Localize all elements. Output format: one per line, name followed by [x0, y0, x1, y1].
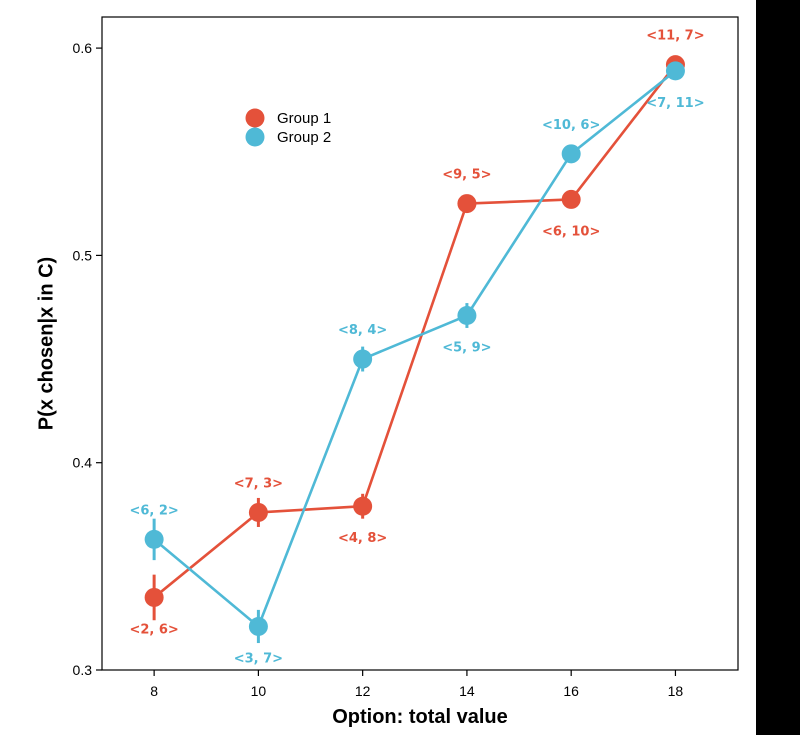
data-point [457, 194, 477, 214]
point-label: <7, 11> [646, 96, 704, 111]
legend-label: Group 2 [277, 129, 331, 146]
point-label: <11, 7> [646, 29, 704, 44]
point-label: <6, 2> [129, 503, 178, 518]
point-label: <3, 7> [234, 651, 283, 666]
x-tick-label: 8 [150, 683, 158, 699]
point-label: <9, 5> [442, 168, 491, 183]
data-point [248, 616, 268, 636]
data-point [353, 349, 373, 369]
x-tick-label: 14 [459, 683, 475, 699]
point-label: <4, 8> [338, 531, 387, 546]
point-label: <8, 4> [338, 323, 387, 338]
x-tick-label: 12 [355, 683, 371, 699]
legend-marker [245, 127, 265, 147]
point-label: <7, 3> [234, 476, 283, 491]
right-edge-band [756, 0, 800, 735]
data-point [561, 144, 581, 164]
legend-label: Group 1 [277, 110, 331, 127]
data-point [561, 189, 581, 209]
point-label: <5, 9> [442, 341, 491, 356]
x-tick-label: 18 [668, 683, 684, 699]
y-tick-label: 0.3 [73, 662, 93, 678]
x-tick-label: 16 [563, 683, 579, 699]
data-point [144, 587, 164, 607]
data-point [353, 496, 373, 516]
data-point [457, 306, 477, 326]
series-line [153, 63, 677, 599]
legend-marker [245, 108, 265, 128]
x-tick-label: 10 [251, 683, 267, 699]
axis-ticks: 8 10 12 14 16 18 0.3 0.4 0.5 0.6 [73, 40, 684, 699]
series-layer: <2, 6> <7, 3> <4, 8> <9, 5> <6, 10> <11, 7> <6… [129, 29, 704, 667]
point-label: <2, 6> [129, 622, 178, 637]
x-axis-title: Option: total value [332, 706, 508, 728]
plot-frame [101, 16, 739, 671]
legend: Group 1 Group 2 [245, 108, 331, 147]
y-tick-label: 0.6 [73, 40, 93, 56]
y-tick-label: 0.5 [73, 247, 93, 263]
point-label: <6, 10> [542, 224, 600, 239]
data-point [248, 502, 268, 522]
series-group-2 [144, 61, 685, 644]
data-point [665, 61, 685, 81]
series-group-1 [144, 55, 685, 621]
series-line [153, 69, 677, 628]
y-axis-title: P(x chosen|x in C) [35, 257, 57, 430]
data-point [144, 529, 164, 549]
point-label: <10, 6> [542, 118, 600, 133]
y-tick-label: 0.4 [73, 455, 93, 471]
